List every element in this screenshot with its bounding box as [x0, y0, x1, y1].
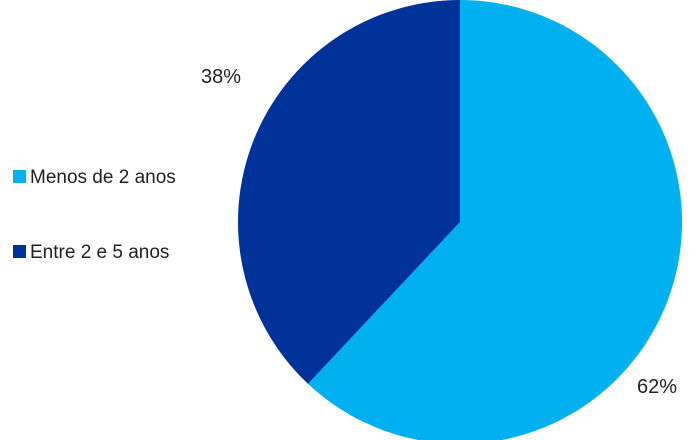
legend-item-2: Entre 2 e 5 anos: [13, 242, 169, 263]
legend-swatch-1: [13, 170, 26, 183]
legend-label-2: Entre 2 e 5 anos: [30, 242, 169, 263]
legend-label-1: Menos de 2 anos: [30, 167, 176, 188]
legend: Menos de 2 anos Entre 2 e 5 anos: [13, 167, 176, 263]
legend-swatch-2: [13, 245, 26, 258]
pie-slice-2: [238, 0, 460, 384]
pie-slice-1: [308, 0, 682, 440]
data-label-1: 62%: [637, 376, 677, 398]
data-label-2: 38%: [201, 66, 241, 88]
legend-item-1: Menos de 2 anos: [13, 167, 176, 188]
data-labels: 62% 38%: [201, 66, 677, 398]
pie-slices: [238, 0, 682, 440]
